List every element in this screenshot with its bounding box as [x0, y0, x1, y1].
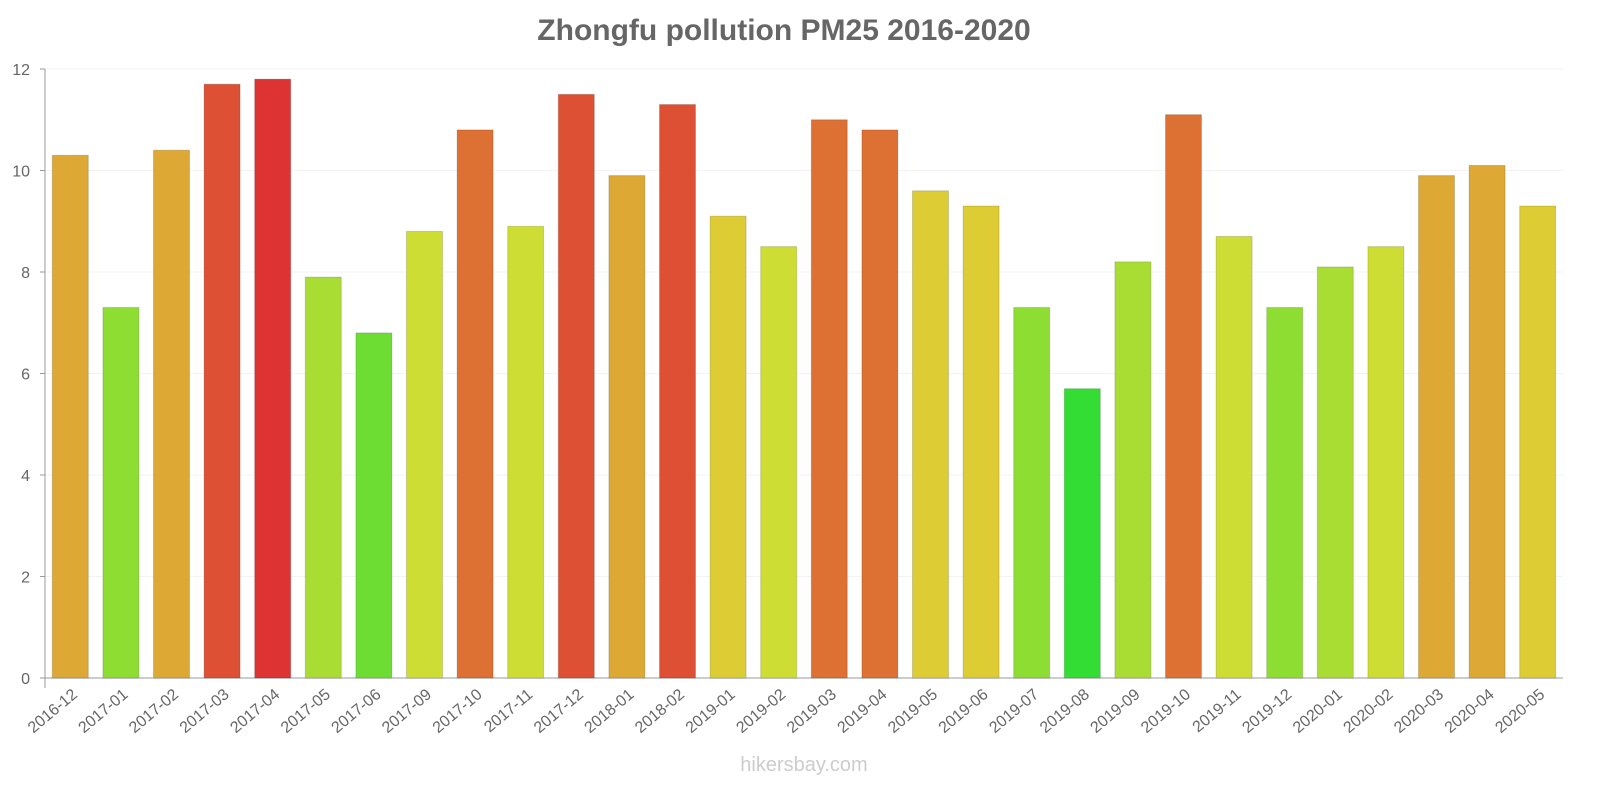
x-tick-label: 2019-12: [1239, 686, 1295, 737]
bar: [203, 83, 241, 679]
bar: [557, 93, 595, 679]
bar: [760, 246, 798, 679]
bar: [1468, 164, 1506, 679]
bar: [962, 205, 1000, 679]
bar: [1367, 246, 1405, 679]
x-tick-label: 2019-04: [835, 686, 891, 737]
y-tick-label: 10: [12, 164, 30, 181]
x-tick-label: 2017-10: [430, 686, 486, 737]
bar: [659, 104, 696, 679]
bar: [406, 230, 443, 679]
x-tick-label: 2017-11: [481, 686, 536, 736]
x-tick-label: 2018-01: [582, 686, 638, 737]
x-tick-label: 2017-02: [126, 686, 182, 737]
bar: [1013, 307, 1051, 679]
y-tick-label: 12: [12, 62, 30, 79]
y-tick-label: 6: [21, 367, 30, 384]
bar: [1316, 266, 1354, 679]
x-tick-label: 2020-04: [1442, 686, 1498, 737]
x-tick-label: 2017-05: [278, 686, 334, 737]
x-tick-label: 2019-01: [683, 686, 739, 737]
y-tick-label: 8: [21, 265, 30, 282]
bar: [355, 332, 393, 679]
bar: [456, 129, 494, 679]
bar: [1418, 175, 1455, 679]
x-tick-label: 2019-07: [986, 686, 1042, 737]
bar: [102, 307, 140, 679]
x-tick-label: 2019-10: [1138, 686, 1194, 737]
x-tick-label: 2017-12: [531, 686, 587, 737]
x-tick-label: 2017-09: [379, 686, 435, 737]
bar: [304, 276, 342, 679]
x-tick-label: 2017-03: [177, 686, 233, 737]
bar: [1519, 205, 1557, 679]
x-tick-label: 2016-12: [25, 686, 81, 737]
bar: [51, 154, 89, 679]
bar: [1063, 388, 1101, 679]
x-tick-label: 2019-09: [1088, 686, 1144, 737]
x-tick-label: 2019-06: [936, 686, 992, 737]
bar: [1114, 261, 1152, 679]
x-tick-label: 2020-01: [1290, 686, 1346, 737]
bar: [153, 149, 190, 679]
bar: [810, 119, 848, 679]
x-tick-label: 2017-04: [227, 686, 283, 737]
bar: [507, 225, 545, 679]
bar: [1266, 307, 1304, 679]
bar: [254, 78, 292, 679]
x-tick-label: 2020-02: [1341, 686, 1397, 737]
bar: [861, 129, 899, 679]
x-tick-label: 2018-02: [632, 686, 688, 737]
watermark: hikersbay.com: [740, 754, 868, 776]
y-tick-label: 0: [21, 671, 30, 688]
x-tick-label: 2019-08: [1037, 686, 1093, 737]
x-tick-label: 2019-05: [885, 686, 941, 737]
bar: [1165, 114, 1202, 679]
x-tick-label: 2019-02: [733, 686, 789, 737]
y-tick-label: 2: [21, 570, 30, 587]
bar: [709, 215, 747, 679]
x-tick-label: 2020-05: [1492, 686, 1548, 737]
x-tick-label: 2017-06: [329, 686, 385, 737]
x-tick-label: 2017-01: [76, 686, 132, 737]
x-tick-label: 2020-03: [1391, 686, 1447, 737]
x-tick-label: 2019-03: [784, 686, 840, 737]
bar: [1215, 235, 1253, 679]
y-tick-label: 4: [21, 468, 30, 485]
x-tick-label: 2019-11: [1190, 686, 1245, 736]
bar: [608, 175, 646, 679]
bar: [912, 190, 949, 679]
chart-title: Zhongfu pollution PM25 2016-2020: [537, 14, 1031, 47]
